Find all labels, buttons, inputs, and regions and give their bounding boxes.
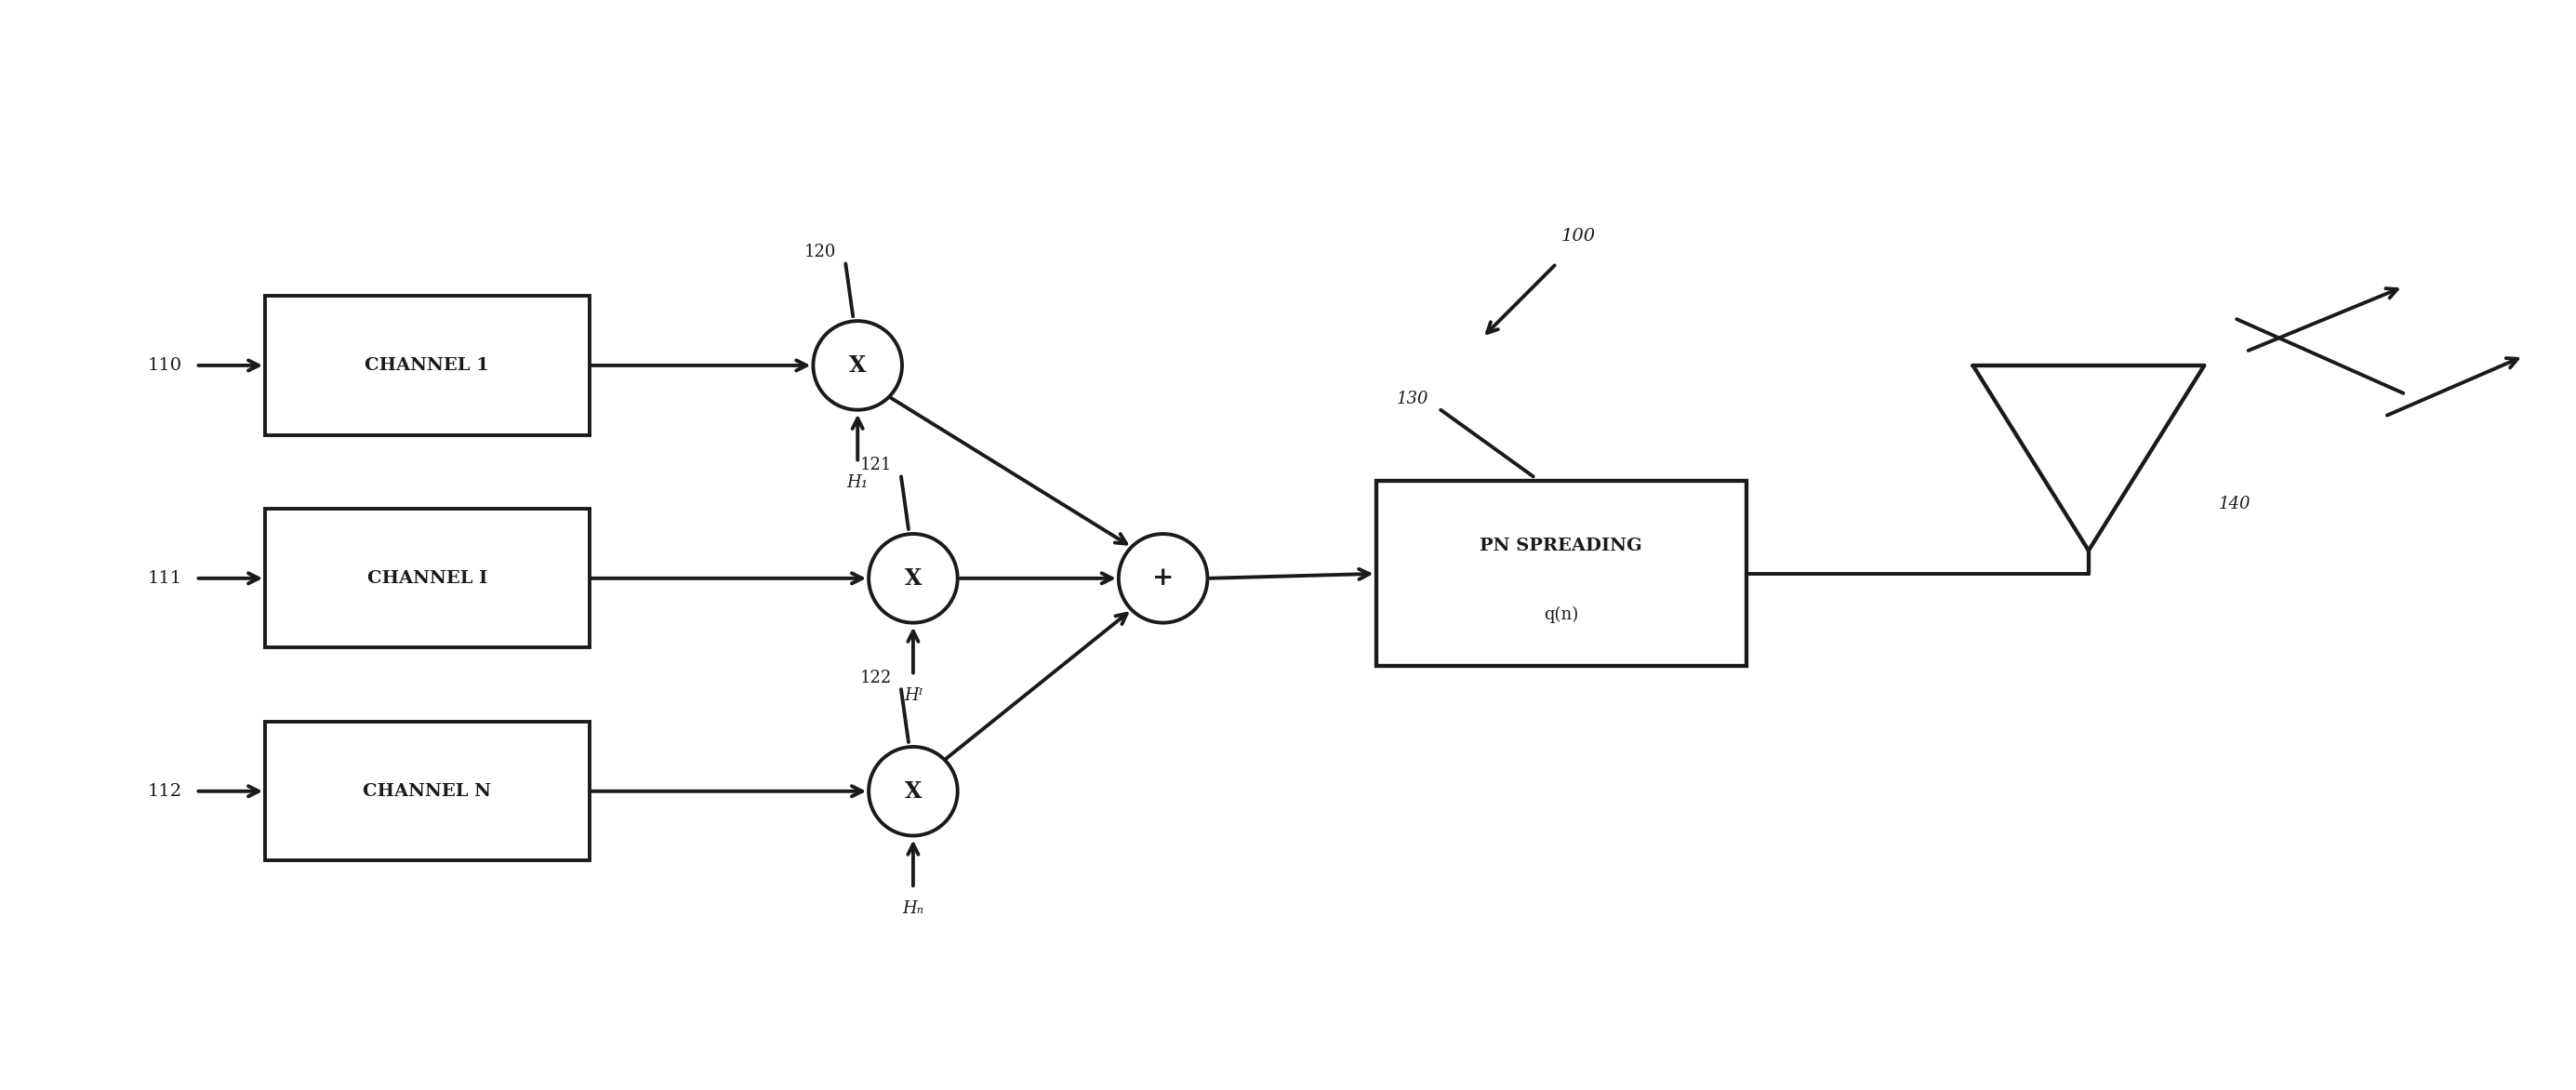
Text: X: X	[904, 567, 922, 590]
Bar	[265, 296, 590, 435]
Text: 121: 121	[860, 457, 891, 474]
Text: CHANNEL N: CHANNEL N	[363, 783, 492, 800]
Text: Hₙ: Hₙ	[902, 900, 925, 917]
Text: 130: 130	[1396, 390, 1430, 407]
Text: CHANNEL 1: CHANNEL 1	[366, 358, 489, 374]
Text: 112: 112	[147, 783, 183, 800]
Circle shape	[868, 747, 958, 836]
Text: X: X	[904, 780, 922, 802]
Text: 120: 120	[804, 244, 837, 261]
Text: CHANNEL I: CHANNEL I	[368, 570, 487, 586]
Text: H₁: H₁	[848, 474, 868, 492]
Text: 111: 111	[147, 570, 183, 586]
Text: 110: 110	[147, 358, 183, 374]
Circle shape	[868, 534, 958, 622]
Text: X: X	[850, 354, 866, 376]
Circle shape	[814, 320, 902, 410]
Text: q(n): q(n)	[1543, 606, 1579, 622]
Text: 122: 122	[860, 670, 891, 687]
Text: 100: 100	[1561, 228, 1595, 244]
Text: 140: 140	[2218, 496, 2251, 512]
Bar	[265, 722, 590, 861]
Text: Hᴵ: Hᴵ	[904, 688, 922, 704]
Text: PN SPREADING: PN SPREADING	[1479, 537, 1643, 555]
Circle shape	[1118, 534, 1208, 622]
Bar	[1376, 481, 1747, 666]
Text: +: +	[1151, 566, 1175, 591]
Bar	[265, 509, 590, 647]
